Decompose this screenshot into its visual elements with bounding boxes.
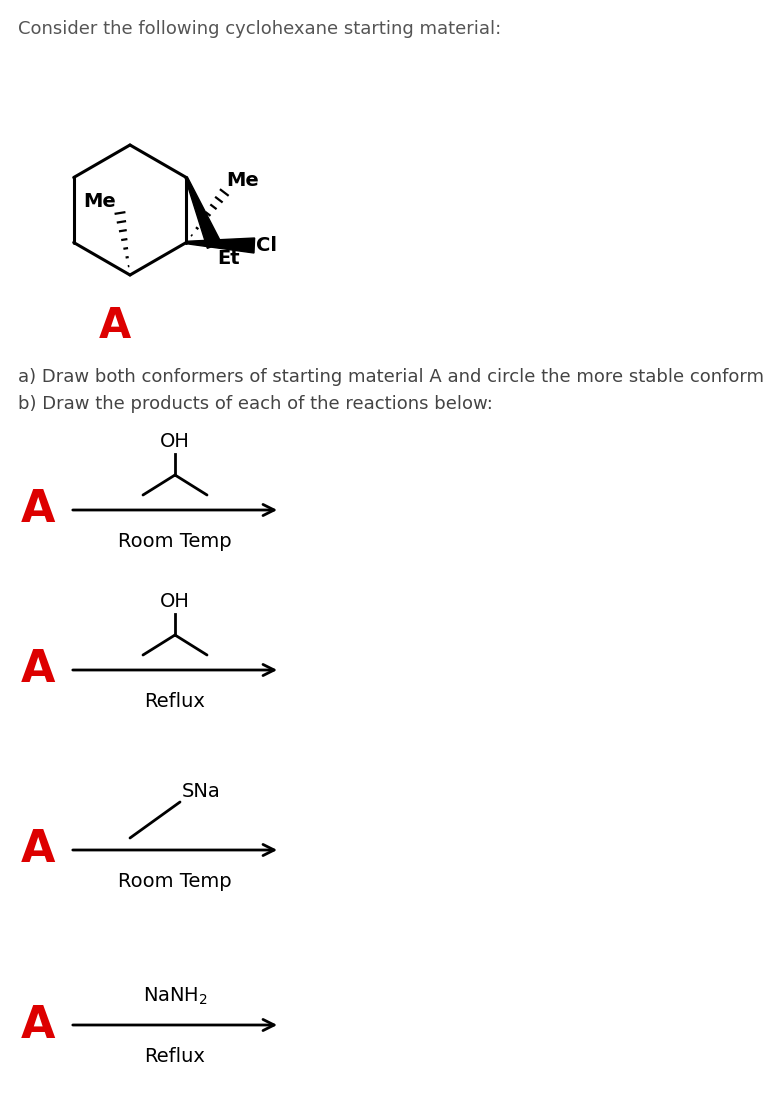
Text: Me: Me [83,192,116,211]
Text: Consider the following cyclohexane starting material:: Consider the following cyclohexane start… [18,20,501,38]
Text: Reflux: Reflux [144,692,206,711]
Text: Cl: Cl [256,236,277,255]
Text: OH: OH [160,592,190,611]
Text: Reflux: Reflux [144,1047,206,1066]
Text: SNa: SNa [182,782,221,801]
Text: Me: Me [226,172,259,190]
Text: Et: Et [217,250,240,268]
Text: Room Temp: Room Temp [118,872,231,891]
Text: A: A [99,305,131,346]
Text: A: A [21,649,55,692]
Text: Room Temp: Room Temp [118,532,231,551]
Text: A: A [21,488,55,531]
Polygon shape [185,177,222,249]
Text: A: A [21,828,55,871]
Text: A: A [21,1003,55,1046]
Polygon shape [186,238,254,253]
Text: a) Draw both conformers of starting material A and circle the more stable confor: a) Draw both conformers of starting mate… [18,368,764,386]
Text: b) Draw the products of each of the reactions below:: b) Draw the products of each of the reac… [18,395,493,412]
Text: OH: OH [160,432,190,451]
Text: NaNH$_2$: NaNH$_2$ [143,986,207,1006]
